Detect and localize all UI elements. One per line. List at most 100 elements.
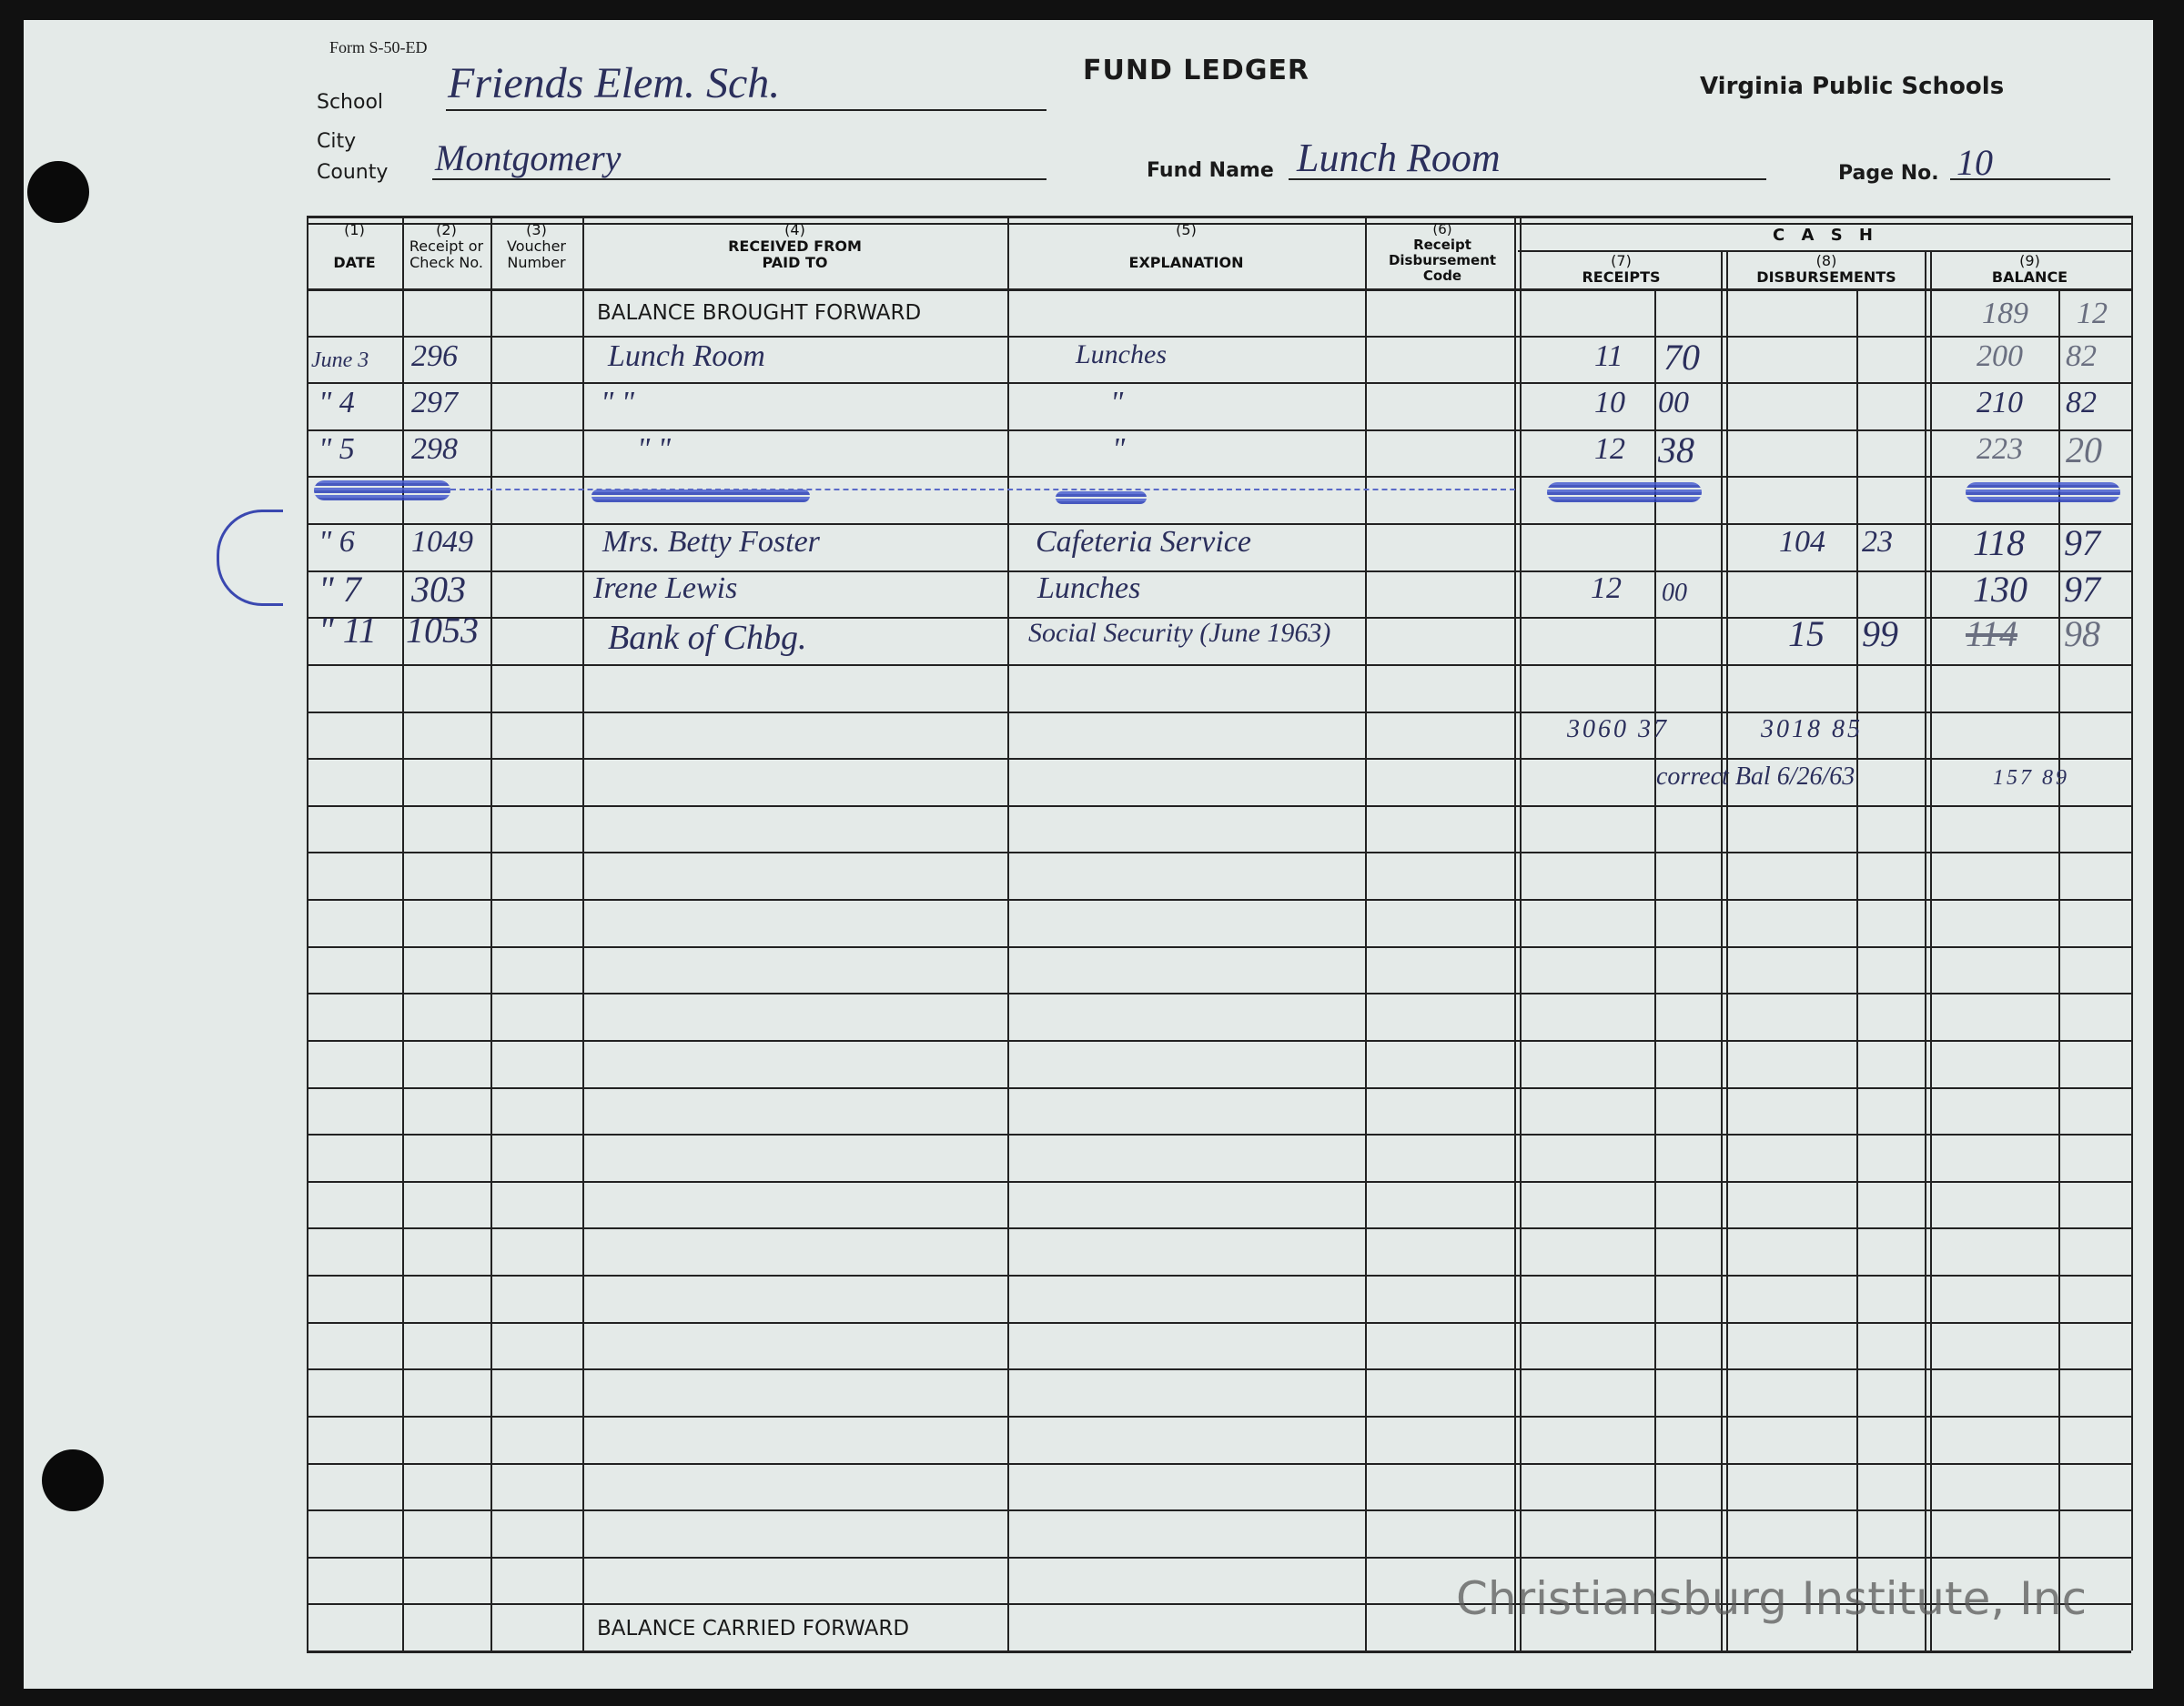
row-rule xyxy=(307,899,2131,901)
entry-receipt-cents: 00 xyxy=(1662,579,1687,607)
header-check-no: (2) Receipt or Check No. xyxy=(409,221,484,271)
entry-check-no: 1053 xyxy=(406,610,479,651)
table-row: " 4 297 " " " 10 00 210 82 xyxy=(0,382,2184,429)
page-title: FUND LEDGER xyxy=(1083,55,1310,86)
watermark: Christiansburg Institute, Inc xyxy=(1456,1572,2088,1625)
entry-balance-dollars: 114 xyxy=(1966,613,2018,654)
entry-explanation: Social Security (June 1963) xyxy=(1028,618,1331,648)
row-rule xyxy=(307,1322,2131,1324)
header-divider xyxy=(307,288,2131,291)
header-explanation: (5) EXPLANATION xyxy=(1128,221,1244,271)
table-border xyxy=(307,223,2131,225)
column-rule xyxy=(2131,216,2133,1650)
opening-balance-cents: 12 xyxy=(2077,297,2108,330)
header-voucher: (3) Voucher Number xyxy=(507,221,566,271)
form-number: Form S-50-ED xyxy=(329,38,428,56)
receipts-total: 3060 37 xyxy=(1567,715,1669,743)
entry-balance-dollars: 210 xyxy=(1977,386,2023,419)
county-value: Montgomery xyxy=(435,137,622,178)
column-rule xyxy=(1726,250,1728,1650)
header-cash: C A S H xyxy=(1773,226,1878,245)
entry-party: Lunch Room xyxy=(608,339,765,373)
row-rule xyxy=(307,1227,2131,1229)
entry-receipt-cents: 38 xyxy=(1658,429,1694,470)
column-rule xyxy=(1520,216,1522,1650)
table-row: " 7 303 Irene Lewis Lunches 12 00 130 97 xyxy=(0,568,2184,614)
city-label: City xyxy=(317,130,357,153)
entry-balance-dollars: 130 xyxy=(1973,569,2027,610)
table-border xyxy=(307,216,2131,218)
entry-balance-cents: 82 xyxy=(2066,339,2097,373)
table-row: " 5 298 " " " 12 38 223 20 xyxy=(0,429,2184,475)
fund-name-underline xyxy=(1289,178,1766,180)
entry-check-no: 297 xyxy=(411,386,458,419)
column-rule xyxy=(490,216,492,1650)
entry-explanation: Lunches xyxy=(1076,339,1167,369)
column-rule xyxy=(1721,250,1723,1650)
entry-explanation: Cafeteria Service xyxy=(1036,525,1251,559)
ledger-sheet xyxy=(24,20,2153,1689)
row-rule xyxy=(307,523,2131,525)
entry-date: " 6 xyxy=(318,525,355,559)
header-code: (6) Receipt Disbursement Code xyxy=(1388,221,1497,284)
scribbled-out-entry xyxy=(1547,482,1702,502)
row-rule xyxy=(307,1087,2131,1089)
entry-date: " 5 xyxy=(318,432,355,466)
entry-party: Irene Lewis xyxy=(593,571,738,605)
row-rule xyxy=(307,1463,2131,1465)
scribbled-out-entry xyxy=(1056,491,1147,504)
entry-balance-dollars: 223 xyxy=(1977,432,2023,466)
entry-disb-cents: 99 xyxy=(1862,613,1898,654)
column-rule xyxy=(2058,288,2060,1650)
row-rule xyxy=(307,1368,2131,1370)
entry-receipt-dollars: 11 xyxy=(1594,339,1623,373)
entry-balance-dollars: 118 xyxy=(1973,522,2026,563)
entry-explanation: " xyxy=(1112,432,1126,466)
scribbled-out-entry xyxy=(592,490,810,502)
row-rule xyxy=(307,946,2131,948)
table-row: " 11 1053 Bank of Chbg. Social Security … xyxy=(0,610,2184,661)
row-rule xyxy=(307,852,2131,853)
binder-hole xyxy=(42,1449,104,1511)
county-label: County xyxy=(317,161,389,184)
entry-check-no: 303 xyxy=(411,569,466,610)
header-received-from: (4) RECEIVED FROM PAID TO xyxy=(728,221,862,271)
entry-balance-cents: 82 xyxy=(2066,386,2097,419)
school-label: School xyxy=(317,91,384,114)
column-rule xyxy=(1514,216,1516,1650)
opening-balance-dollars: 189 xyxy=(1982,297,2028,330)
table-row: June 3 296 Lunch Room Lunches 11 70 200 … xyxy=(0,336,2184,382)
row-rule xyxy=(307,617,2131,619)
row-rule xyxy=(307,1509,2131,1511)
entry-date: " 11 xyxy=(318,610,377,651)
row-rule xyxy=(307,805,2131,807)
entry-disb-dollars: 104 xyxy=(1779,525,1825,559)
column-rule xyxy=(307,216,308,1650)
entry-disb-cents: 23 xyxy=(1862,525,1893,559)
entry-receipt-dollars: 12 xyxy=(1591,571,1622,605)
column-rule xyxy=(1856,288,1858,1650)
row-rule xyxy=(307,382,2131,384)
row-rule xyxy=(307,993,2131,994)
entry-disb-dollars: 15 xyxy=(1788,613,1825,654)
row-rule xyxy=(307,429,2131,431)
column-rule xyxy=(402,216,404,1650)
page-no-label: Page No. xyxy=(1838,162,1939,185)
row-rule xyxy=(307,1040,2131,1042)
balance-carried-forward: BALANCE CARRIED FORWARD xyxy=(597,1617,910,1640)
header-receipts: (7) RECEIPTS xyxy=(1582,252,1661,286)
row-rule xyxy=(307,1275,2131,1277)
entry-party: " " xyxy=(637,432,672,466)
row-rule xyxy=(307,758,2131,760)
column-rule xyxy=(1654,288,1656,1650)
row-rule xyxy=(307,476,2131,478)
row-rule xyxy=(307,1416,2131,1418)
entry-balance-cents: 97 xyxy=(2064,569,2100,610)
page-no-value: 10 xyxy=(1956,142,1993,183)
entry-party: Bank of Chbg. xyxy=(608,619,807,657)
entry-date: " 4 xyxy=(318,386,355,419)
row-rule xyxy=(307,1603,2131,1605)
entry-date: " 7 xyxy=(318,569,361,610)
column-rule xyxy=(1365,216,1367,1650)
entry-receipt-dollars: 10 xyxy=(1594,386,1625,419)
